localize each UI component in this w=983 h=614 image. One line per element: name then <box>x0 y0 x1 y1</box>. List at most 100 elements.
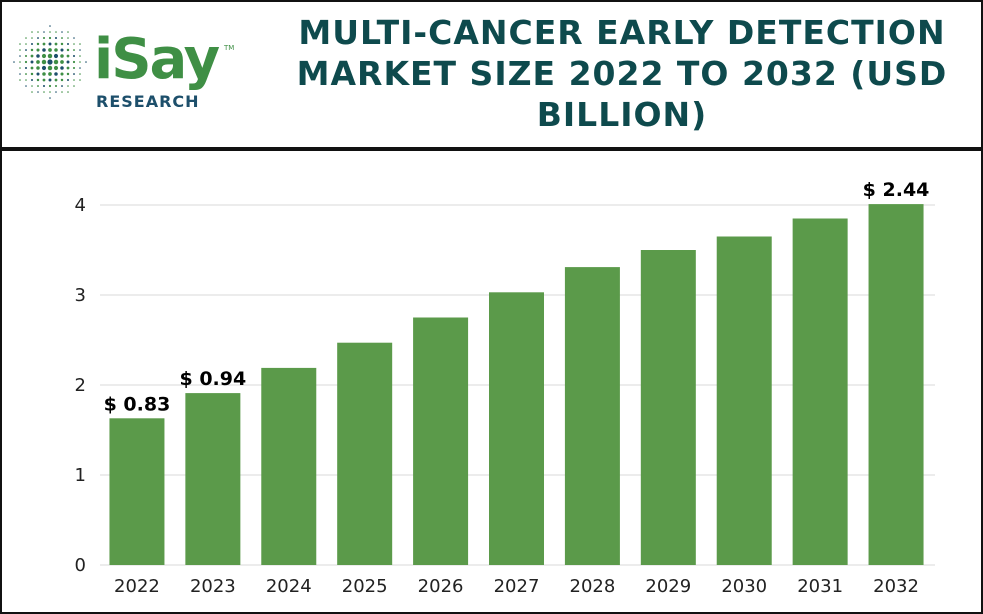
globe-dot <box>19 61 21 63</box>
globe-dot <box>79 49 81 51</box>
globe-dot <box>79 43 81 45</box>
globe-dot <box>19 73 21 75</box>
x-tick-label: 2029 <box>645 576 691 597</box>
bar-2023 <box>185 393 241 565</box>
globe-dot <box>66 66 70 70</box>
y-tick-label: 1 <box>75 465 86 486</box>
globe-dot <box>60 66 64 70</box>
globe-dot <box>30 72 34 76</box>
globe-dot <box>25 79 27 81</box>
globe-dot <box>49 97 51 99</box>
x-tick-label: 2022 <box>114 576 160 597</box>
bar-2032 <box>868 204 924 565</box>
data-label-2032: $ 2.44 <box>863 179 930 201</box>
globe-dot <box>19 43 21 45</box>
globe-dot <box>36 66 40 70</box>
globe-dots-icon <box>13 25 87 99</box>
globe-dot <box>24 66 28 70</box>
globe-dot <box>37 85 39 87</box>
y-tick-label: 0 <box>75 555 86 576</box>
globe-dot <box>31 85 33 87</box>
data-labels: $ 0.83 $ 0.94 $ 2.44 <box>104 179 930 415</box>
bar-2027 <box>489 292 544 565</box>
logo-subtitle: RESEARCH <box>96 92 200 111</box>
globe-dot <box>67 37 69 39</box>
globe-dot <box>41 59 47 65</box>
globe-dot <box>30 66 34 70</box>
globe-dot <box>54 36 58 40</box>
logo-wordmark: iSay <box>94 27 220 92</box>
x-tick-label: 2031 <box>797 576 843 597</box>
globe-dot <box>37 31 39 33</box>
globe-dot <box>42 84 46 88</box>
globe-dot <box>25 73 27 75</box>
globe-dot <box>54 72 58 76</box>
globe-dot <box>19 79 21 81</box>
globe-dot <box>48 36 52 40</box>
globe-dot <box>30 48 34 52</box>
globe-dot <box>36 72 40 76</box>
globe-dot <box>53 65 59 71</box>
globe-dot <box>36 54 40 58</box>
globe-dot <box>30 78 34 82</box>
globe-dot <box>48 42 52 46</box>
globe-dot <box>42 48 46 52</box>
bar-2028 <box>564 267 620 565</box>
globe-dot <box>13 61 15 63</box>
globe-dot <box>19 49 21 51</box>
globe-dot <box>54 48 58 52</box>
isay-research-logo: iSay TM RESEARCH <box>10 10 240 120</box>
globe-dot <box>72 54 76 58</box>
globe-dot <box>73 73 75 75</box>
globe-dot <box>42 42 46 46</box>
globe-dot <box>60 60 64 64</box>
data-label-2022: $ 0.83 <box>104 393 171 415</box>
globe-dot <box>25 49 27 51</box>
x-tick-label: 2030 <box>721 576 767 597</box>
globe-dot <box>47 65 53 71</box>
globe-dot <box>30 42 34 46</box>
bar-2031 <box>792 218 848 565</box>
globe-dot <box>54 78 58 82</box>
globe-dot <box>55 31 57 33</box>
globe-dot <box>30 54 34 58</box>
globe-dot <box>54 84 58 88</box>
globe-dot <box>36 60 40 64</box>
x-tick-label: 2027 <box>494 576 540 597</box>
globe-dot <box>31 31 33 33</box>
globe-dot <box>25 43 27 45</box>
globe-dot <box>42 72 46 76</box>
globe-dot <box>66 78 70 82</box>
globe-dot <box>67 91 69 93</box>
y-axis-ticks: 0 1 2 3 4 <box>75 195 86 576</box>
globe-dot <box>66 54 70 58</box>
globe-dot <box>60 78 64 82</box>
globe-dot <box>42 78 46 82</box>
header: iSay TM RESEARCH MULTI-CANCER EARLY DETE… <box>2 2 981 151</box>
globe-dot <box>41 53 47 59</box>
globe-dot <box>73 79 75 81</box>
globe-dot <box>60 72 64 76</box>
globe-dot <box>79 67 81 69</box>
globe-dot <box>60 48 64 52</box>
globe-dot <box>67 31 69 33</box>
globe-dot <box>48 84 52 88</box>
x-tick-label: 2025 <box>342 576 388 597</box>
globe-dot <box>36 48 40 52</box>
globe-dot <box>19 67 21 69</box>
globe-dot <box>24 54 28 58</box>
globe-dot <box>30 60 34 64</box>
globe-dot <box>41 65 47 71</box>
y-tick-label: 2 <box>75 375 86 396</box>
globe-dot <box>73 85 75 87</box>
globe-dot <box>72 66 76 70</box>
globe-dot <box>61 91 63 93</box>
globe-dot <box>61 85 63 87</box>
bar-2029 <box>640 250 696 565</box>
globe-dot <box>43 31 45 33</box>
bar-2022 <box>109 418 165 565</box>
globe-dot <box>66 60 70 64</box>
x-tick-label: 2032 <box>873 576 919 597</box>
globe-dot <box>49 91 51 93</box>
